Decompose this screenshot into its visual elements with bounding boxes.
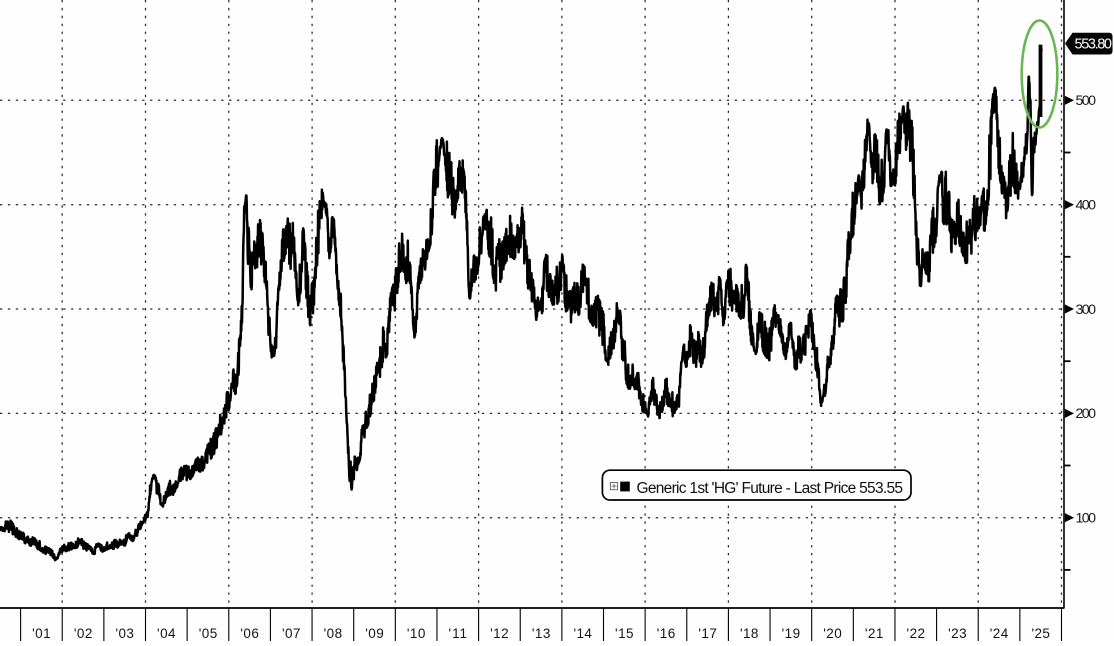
svg-text:'20: '20 — [823, 626, 842, 641]
svg-text:'15: '15 — [615, 626, 634, 641]
svg-text:300: 300 — [1076, 302, 1097, 318]
svg-text:Generic 1st 'HG' Future - Last: Generic 1st 'HG' Future - Last Price 553… — [637, 480, 904, 497]
svg-text:'04: '04 — [157, 626, 176, 641]
svg-text:'22: '22 — [907, 626, 926, 641]
svg-text:'11: '11 — [449, 626, 468, 641]
svg-text:553.80: 553.80 — [1075, 37, 1113, 53]
svg-text:'14: '14 — [573, 626, 592, 641]
svg-text:'10: '10 — [407, 626, 426, 641]
svg-text:'08: '08 — [324, 626, 343, 641]
svg-text:'05: '05 — [199, 626, 218, 641]
svg-text:500: 500 — [1076, 93, 1097, 109]
svg-text:'01: '01 — [32, 626, 51, 641]
svg-text:'23: '23 — [948, 626, 967, 641]
svg-text:'17: '17 — [698, 626, 717, 641]
svg-text:'03: '03 — [115, 626, 134, 641]
svg-text:400: 400 — [1076, 198, 1097, 214]
svg-text:'21: '21 — [865, 626, 884, 641]
svg-text:100: 100 — [1076, 511, 1097, 527]
svg-text:'25: '25 — [1031, 626, 1050, 641]
svg-text:'09: '09 — [365, 626, 384, 641]
svg-text:'06: '06 — [240, 626, 259, 641]
svg-text:'16: '16 — [657, 626, 676, 641]
svg-text:200: 200 — [1076, 406, 1097, 422]
svg-text:'02: '02 — [74, 626, 93, 641]
svg-text:'12: '12 — [490, 626, 509, 641]
svg-text:'13: '13 — [532, 626, 551, 641]
svg-text:'18: '18 — [740, 626, 759, 641]
svg-text:'24: '24 — [990, 626, 1009, 641]
svg-text:'19: '19 — [782, 626, 801, 641]
svg-text:'07: '07 — [282, 626, 301, 641]
